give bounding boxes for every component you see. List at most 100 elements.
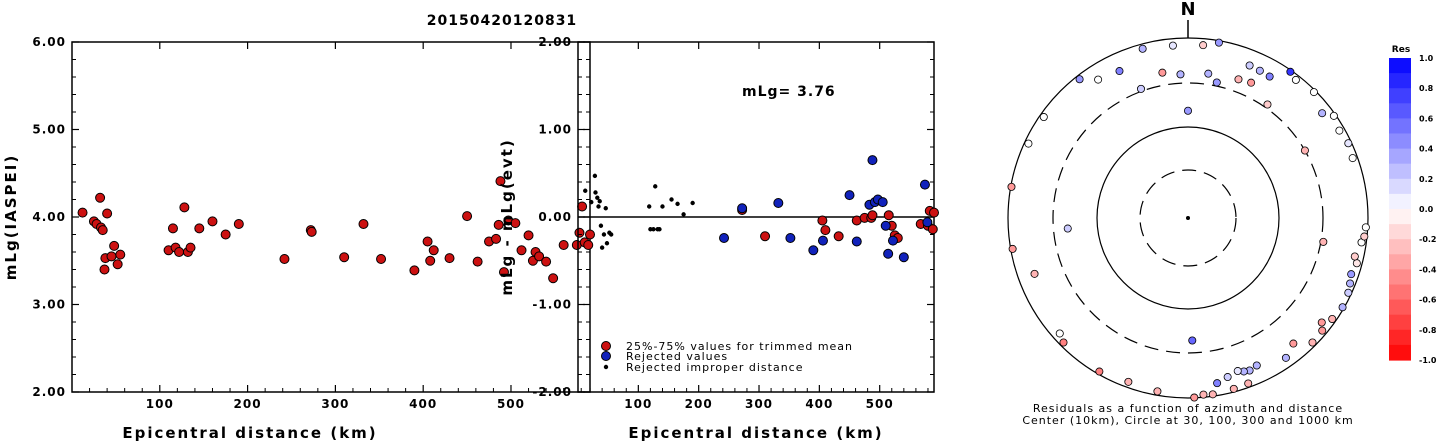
station-residual-marker (1229, 384, 1238, 393)
colorbar-segment (1389, 178, 1411, 195)
improper-distance-point (681, 212, 686, 217)
colorbar-segment (1389, 58, 1411, 74)
station-residual-marker (1214, 38, 1223, 47)
rejected-residual-point (808, 245, 819, 256)
magnitude-point (425, 255, 436, 266)
station-residual-marker (1265, 72, 1274, 81)
station-residual-marker (1234, 75, 1243, 84)
station-residual-marker (1199, 390, 1208, 399)
rejected-residual-point (817, 235, 828, 246)
magnitude-point (77, 207, 88, 218)
station-residual-marker (1318, 326, 1327, 335)
station-residual-marker (1263, 100, 1272, 109)
plot2-ytick-label: -1.00 (532, 298, 572, 312)
improper-distance-point (690, 200, 695, 206)
magnitude-point (574, 227, 585, 238)
colorbar-segment (1389, 163, 1411, 180)
accepted-residual-point (867, 210, 878, 221)
colorbar-segment (1389, 209, 1411, 225)
station-residual-marker (1352, 259, 1361, 268)
magnitude-point (493, 219, 504, 230)
magnitude-point (115, 249, 126, 260)
station-residual-marker (1308, 338, 1317, 347)
magnitude-point (207, 216, 218, 227)
magnitude-point (498, 267, 509, 278)
improper-distance-point (608, 232, 614, 237)
accepted-residual-point (833, 231, 844, 242)
station-residual-marker (1075, 75, 1084, 84)
magnitude-point (99, 264, 110, 275)
magnitude-point (548, 273, 559, 284)
magnitude-point (220, 229, 231, 240)
colorbar-tick-label: 0.2 (1419, 175, 1433, 184)
plot2-ytick-label: 2.00 (538, 35, 572, 49)
station-residual-marker (1039, 113, 1048, 122)
plot2-xtick-label: 100 (624, 397, 652, 411)
residual-colorbar (1389, 58, 1411, 361)
magnitude-point (409, 265, 420, 276)
colorbar-tick-label: -1.0 (1419, 356, 1437, 365)
plot2-xtick-label: 500 (866, 397, 894, 411)
legend-label-accepted: 25%-75% values for trimmed mean (626, 340, 853, 353)
colorbar-segment (1389, 73, 1411, 89)
plot1-xtick-label: 200 (234, 397, 262, 411)
station-residual-marker (1213, 379, 1222, 388)
station-residual-marker (1347, 270, 1356, 279)
improper-distance-point (601, 232, 607, 237)
north-label: N (1180, 0, 1195, 20)
station-residual-marker (1289, 339, 1298, 348)
accepted-residual-point (929, 207, 939, 218)
station-residual-marker (1281, 353, 1290, 362)
magnitude-distance-plot: 100 200 300 400 500 2.00 3.00 4.00 5.00 6.00 Epic… (2, 35, 595, 441)
rejected-residual-point (887, 235, 898, 246)
station-residual-marker (1245, 61, 1254, 70)
magnitude-point (185, 242, 196, 253)
rejected-residual-point (844, 190, 855, 201)
plot2-ytick-label: -2.00 (532, 385, 572, 399)
station-residual-marker (1138, 44, 1147, 53)
station-residual-marker (1153, 387, 1162, 396)
station-residual-marker (1338, 303, 1347, 312)
station-residual-marker (1199, 41, 1208, 50)
station-residual-marker (1063, 224, 1072, 233)
station-residual-marker (1030, 269, 1039, 278)
station-residual-marker (1328, 314, 1337, 323)
legend-marker-rejected (601, 351, 611, 361)
magnitude-point (462, 211, 473, 222)
station-residual-marker (1168, 41, 1177, 50)
accepted-residual-point (927, 224, 938, 235)
magnitude-point (472, 256, 483, 267)
improper-distance-point (660, 204, 665, 209)
magnitude-point (495, 176, 506, 187)
improper-distance-point (583, 188, 588, 193)
station-residual-marker (1286, 67, 1295, 76)
plot1-xtick-label: 500 (497, 397, 525, 411)
plot1-xtick-label: 300 (321, 397, 349, 411)
station-residual-marker (1335, 126, 1344, 135)
station-residual-marker (1346, 279, 1355, 288)
station-residual-marker (1094, 75, 1103, 84)
station-residual-marker (1055, 329, 1064, 338)
colorbar-segment (1389, 224, 1411, 240)
colorbar-tick-label: -0.2 (1419, 235, 1437, 244)
improper-distance-point (657, 227, 662, 232)
ring-1000km (1007, 37, 1369, 399)
magnitude-point (339, 252, 350, 263)
plot1-ylabel: mLg(IASPEI) (2, 154, 20, 280)
plot2-xlabel: Epicentral distance (km) (628, 424, 883, 441)
improper-distance-point (599, 245, 605, 250)
station-residual-marker (1024, 139, 1033, 148)
rejected-residual-point (773, 198, 784, 208)
magnitude-point (306, 226, 317, 237)
magnitude-point (106, 251, 117, 262)
epicenter-marker (1186, 216, 1190, 220)
plot1-ytick-label: 5.00 (32, 123, 66, 137)
plot2-ytick-label: 0.00 (538, 210, 572, 224)
colorbar-segment (1389, 103, 1411, 119)
plot2-ytick-label: 1.00 (538, 123, 572, 137)
legend-marker-accepted (601, 341, 611, 351)
improper-distance-point (598, 223, 604, 228)
magnitude-point (233, 219, 244, 229)
improper-distance-point (647, 204, 652, 209)
station-residual-marker (1115, 67, 1124, 76)
